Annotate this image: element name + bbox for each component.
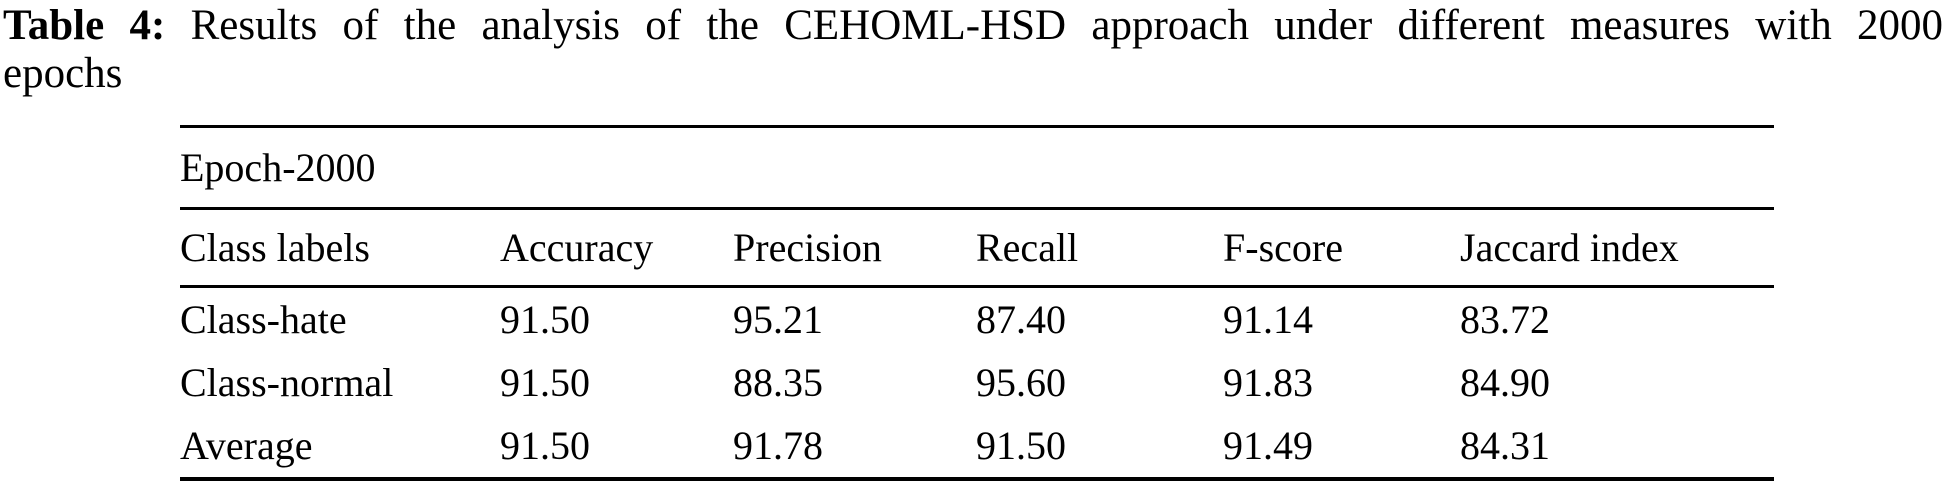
metric-value-cell: 95.21: [733, 297, 823, 342]
metric-value-cell: 91.78: [733, 423, 823, 468]
group-header-row: Epoch-2000: [180, 126, 1775, 210]
caption-line1: Table 4: Results of the analysis of the …: [3, 2, 1943, 50]
metric-value-cell: 83.72: [1460, 297, 1550, 342]
metric-value-cell: 91.50: [500, 423, 590, 468]
caption-text-line2: epochs: [3, 50, 123, 97]
column-header-accuracy: Accuracy: [500, 208, 733, 288]
group-header-cell: Epoch-2000: [180, 126, 1775, 210]
row-label-cell: Class-normal: [180, 360, 394, 405]
metric-value-cell: 91.49: [1223, 423, 1313, 468]
results-table: Epoch-2000 Class labels Accuracy Precisi…: [180, 125, 1775, 481]
caption-text: Results of the analysis of the CEHOML-HS…: [190, 2, 1944, 49]
table-row: Average 91.50 91.78 91.50 91.49 84.31: [180, 414, 1774, 479]
table-caption: Table 4: Results of the analysis of the …: [3, 2, 1943, 98]
column-header-f-score: F-score: [1223, 208, 1460, 288]
row-label-cell: Class-hate: [180, 297, 347, 342]
metric-value-cell: 84.90: [1460, 360, 1550, 405]
column-header-jaccard-index: Jaccard index: [1460, 208, 1775, 288]
metric-value-cell: 91.50: [500, 297, 590, 342]
row-label-cell: Average: [180, 423, 313, 468]
column-header-row: Class labels Accuracy Precision Recall F…: [180, 208, 1775, 288]
metric-value-cell: 88.35: [733, 360, 823, 405]
metric-value-cell: 91.83: [1223, 360, 1313, 405]
caption-label: Table 4:: [3, 2, 166, 49]
metric-value-cell: 84.31: [1460, 423, 1550, 468]
metric-value-cell: 95.60: [976, 360, 1066, 405]
table-row: Class-normal 91.50 88.35 95.60 91.83 84.…: [180, 351, 1774, 414]
metric-value-cell: 87.40: [976, 297, 1066, 342]
table-row: Class-hate 91.50 95.21 87.40 91.14 83.72: [180, 287, 1774, 352]
column-header-precision: Precision: [733, 208, 976, 288]
metric-value-cell: 91.50: [500, 360, 590, 405]
metric-value-cell: 91.14: [1223, 297, 1313, 342]
metric-value-cell: 91.50: [976, 423, 1066, 468]
column-header-class-labels: Class labels: [180, 208, 500, 288]
column-header-recall: Recall: [976, 208, 1223, 288]
